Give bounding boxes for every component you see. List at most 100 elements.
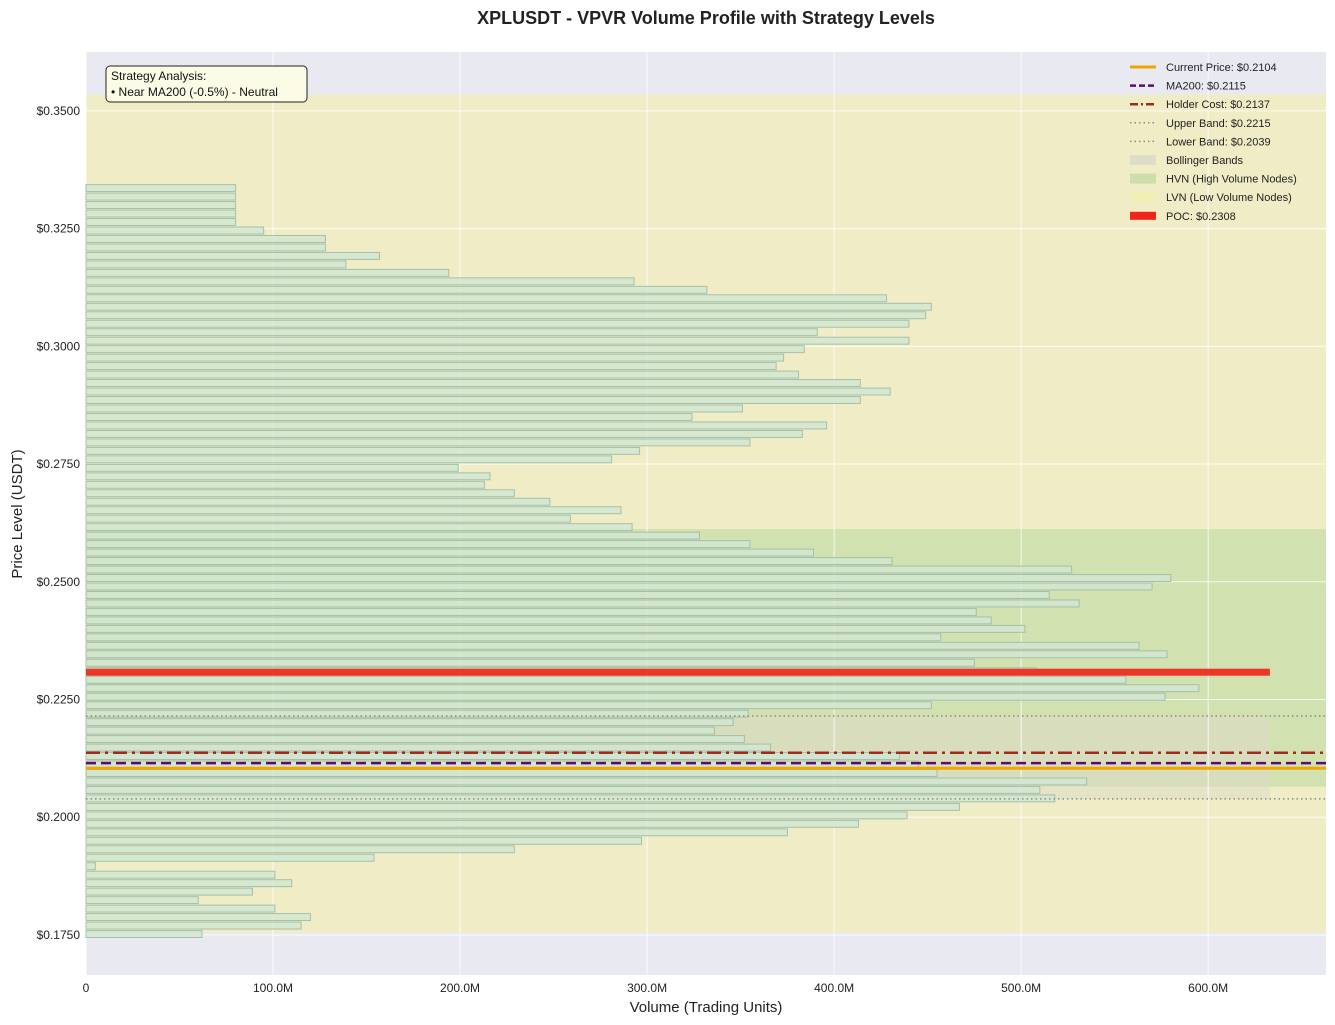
volume-bar <box>85 819 859 828</box>
volume-bars <box>85 184 1200 939</box>
volume-bar <box>85 218 237 226</box>
volume-bar <box>85 311 927 320</box>
legend-label: Bollinger Bands <box>1166 155 1244 167</box>
volume-bar <box>85 726 715 735</box>
volume-bar <box>85 506 622 515</box>
volume-bar <box>85 887 253 896</box>
y-tick-label-4: $0.2750 <box>37 457 81 471</box>
y-tick-label-5: $0.3000 <box>37 339 81 353</box>
y-tick-label-1: $0.2000 <box>37 810 81 824</box>
volume-bar <box>85 777 1088 786</box>
volume-bar <box>85 853 375 862</box>
volume-bar <box>85 913 311 922</box>
volume-bar <box>85 845 515 854</box>
volume-bar <box>85 607 977 616</box>
volume-bar <box>85 658 975 667</box>
legend-label: HVN (High Volume Nodes) <box>1166 174 1297 186</box>
volume-bar <box>85 828 788 837</box>
legend-label: Upper Band: $0.2215 <box>1166 118 1271 130</box>
volume-bar <box>85 243 326 252</box>
volume-bar <box>85 328 818 337</box>
volume-bar <box>85 412 693 421</box>
volume-bar <box>85 836 642 845</box>
volume-bar <box>85 879 293 888</box>
y-axis-label: Price Level (USDT) <box>9 449 26 578</box>
volume-bar <box>85 480 485 489</box>
x-tick-label-2: 200.0M <box>440 981 480 995</box>
x-tick-label-3: 300.0M <box>627 981 667 995</box>
x-tick-label-1: 100.0M <box>253 981 293 995</box>
volume-bar <box>85 192 237 201</box>
volume-bar <box>85 548 815 557</box>
volume-bar <box>85 472 491 481</box>
legend-item-7: LVN (Low Volume Nodes) <box>1130 192 1292 204</box>
volume-bar <box>85 650 1168 659</box>
x-tick-label-6: 600.0M <box>1188 981 1228 995</box>
legend-label: POC: $0.2308 <box>1166 211 1236 223</box>
volume-bar <box>85 446 641 455</box>
volume-bar <box>85 599 1080 608</box>
x-tick-label-0: 0 <box>83 981 90 995</box>
volume-bar <box>85 260 347 269</box>
volume-bar <box>85 497 551 506</box>
legend-item-8: POC: $0.2308 <box>1130 211 1236 223</box>
volume-bar <box>85 370 800 379</box>
volume-bar <box>85 582 1153 591</box>
legend-label: Current Price: $0.2104 <box>1166 62 1277 74</box>
legend: Current Price: $0.2104 MA200: $0.2115 Hold… <box>1130 62 1297 223</box>
volume-bar <box>85 353 785 362</box>
legend-swatch <box>1130 211 1156 220</box>
level-lines <box>86 668 1326 800</box>
volume-bar <box>85 362 777 371</box>
volume-bar <box>85 345 805 354</box>
y-tick-label-2: $0.2250 <box>37 693 81 707</box>
volume-bar <box>85 429 803 438</box>
volume-bar <box>85 896 199 905</box>
legend-item-0: Current Price: $0.2104 <box>1130 62 1277 74</box>
volume-bar <box>85 701 932 710</box>
volume-bar <box>85 251 381 260</box>
annotation-box <box>105 65 308 103</box>
legend-item-3: Upper Band: $0.2215 <box>1130 118 1271 130</box>
chart-title: XPLUSDT - VPVR Volume Profile with Strat… <box>477 8 935 28</box>
volume-bar <box>85 268 450 277</box>
poc-bar <box>86 668 1270 676</box>
annotation-line: • Near MA200 (-0.5%) - Neutral <box>111 85 278 99</box>
volume-bar <box>85 692 1166 701</box>
volume-bar <box>85 455 613 464</box>
volume-bar <box>85 294 887 303</box>
volume-bar <box>85 743 772 752</box>
volume-bar <box>85 523 633 532</box>
volume-bar <box>85 404 743 413</box>
volume-bar <box>85 718 734 727</box>
legend-item-1: MA200: $0.2115 <box>1130 81 1246 93</box>
legend-item-4: Lower Band: $0.2039 <box>1130 136 1271 148</box>
volume-bar <box>85 709 749 718</box>
volume-bar <box>85 285 708 294</box>
volume-bar <box>85 463 459 472</box>
x-axis-label: Volume (Trading Units) <box>630 999 783 1016</box>
legend-item-2: Holder Cost: $0.2137 <box>1130 99 1270 111</box>
volume-bar <box>85 379 861 388</box>
volume-bar <box>85 904 276 913</box>
volume-bar <box>85 870 276 879</box>
volume-bar <box>85 540 751 549</box>
volume-bar <box>85 336 910 345</box>
legend-item-5: Bollinger Bands <box>1130 155 1244 167</box>
volume-bar <box>85 735 745 744</box>
volume-bar <box>85 684 1200 693</box>
y-tick-label-3: $0.2500 <box>37 575 81 589</box>
volume-bar <box>85 387 891 396</box>
volume-bar <box>85 641 1140 650</box>
y-tick-label-0: $0.1750 <box>37 928 81 942</box>
volume-bar <box>85 624 1026 633</box>
volume-bar <box>85 616 992 625</box>
volume-bar <box>85 319 910 328</box>
volume-bar <box>85 226 265 235</box>
volume-bar <box>85 930 203 939</box>
volume-bar <box>85 209 237 218</box>
volume-bar <box>85 234 326 243</box>
volume-bar <box>85 302 932 311</box>
legend-label: Holder Cost: $0.2137 <box>1166 99 1270 111</box>
